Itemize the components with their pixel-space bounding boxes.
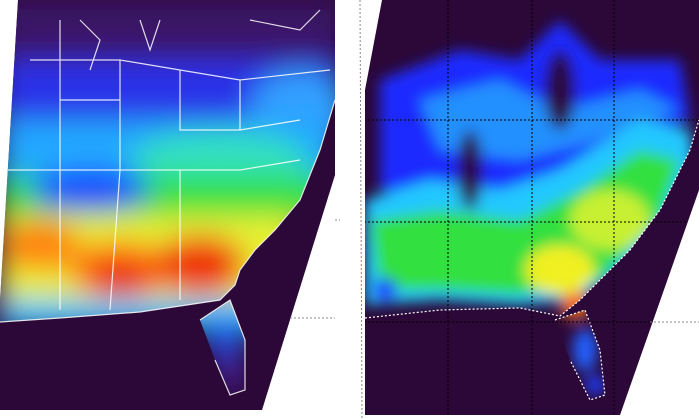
right-map-panel xyxy=(365,0,699,415)
outer-gridline-ticks xyxy=(290,0,699,419)
right-gridlines xyxy=(365,0,699,415)
left-coastlines xyxy=(0,9,335,396)
right-coastlines xyxy=(365,119,699,401)
left-map-panel xyxy=(0,0,335,410)
right-precip-field xyxy=(365,20,699,395)
